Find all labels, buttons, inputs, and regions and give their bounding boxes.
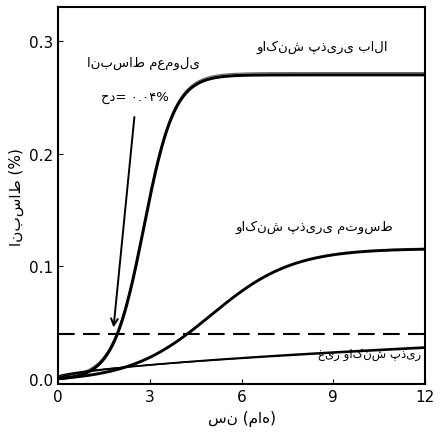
Text: واکنش پذیری بالا: واکنش پذیری بالا <box>257 41 389 54</box>
Text: واکنش پذیری متوسط: واکنش پذیری متوسط <box>236 220 393 234</box>
X-axis label: سن (ماه): سن (ماه) <box>208 410 276 426</box>
Text: غیر واکنش پذیر: غیر واکنش پذیر <box>318 348 421 361</box>
Y-axis label: انبساط (%): انبساط (%) <box>8 148 23 245</box>
Text: انبساط معمولی: انبساط معمولی <box>87 57 200 70</box>
Text: حد= ۰.۰۴%: حد= ۰.۰۴% <box>101 91 169 104</box>
